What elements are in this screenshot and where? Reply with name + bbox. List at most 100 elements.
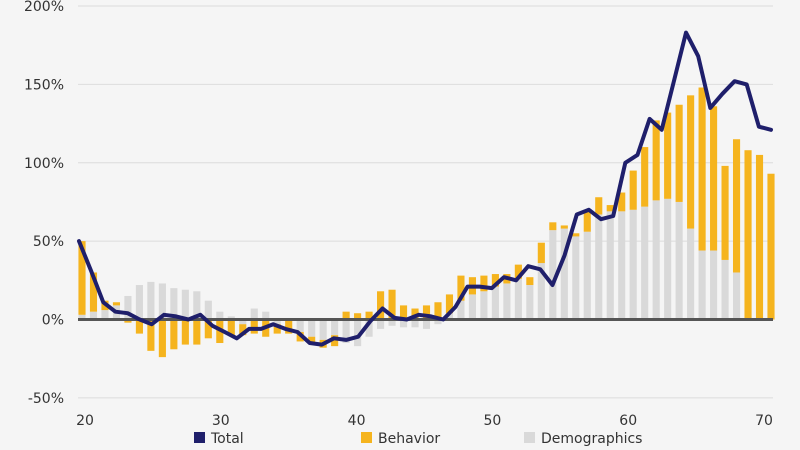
demographics-bar-38: [514, 278, 522, 320]
behavior-bar-52: [675, 104, 683, 202]
behavior-bar-56: [721, 165, 729, 260]
total-line: [77, 30, 773, 347]
demographics-bar-16: [262, 311, 270, 320]
demographics-bar-28: [399, 319, 408, 328]
behavior-bar-30: [422, 305, 431, 320]
behavior-bar-24: [354, 313, 362, 320]
demographics-bar-45: [595, 214, 603, 320]
behavior-bar-29: [411, 308, 419, 320]
behavior-bar-28: [399, 305, 408, 320]
demographics-bar-47: [618, 211, 626, 320]
x-axis-ticks: 20 30 40 50 60 70: [76, 413, 773, 429]
demographics-bar-33: [457, 300, 465, 320]
demographics-bar-12: [216, 311, 224, 320]
demographics-bar-22: [331, 319, 339, 336]
behavior-bar-57: [732, 139, 741, 273]
demographics-bar-7: [158, 283, 166, 320]
behavior-bar-9: [181, 319, 189, 345]
x-tick-label: 40: [348, 413, 366, 429]
demographics-bar-36: [491, 286, 499, 320]
demographics-bar-5: [135, 285, 143, 320]
x-tick-label: 20: [76, 413, 94, 429]
behavior-bar-47: [618, 192, 626, 212]
y-tick-label: -50%: [28, 391, 64, 407]
behavior-bar-51: [664, 112, 672, 199]
demographics-bar-56: [721, 259, 729, 320]
demographics-bar-26: [377, 319, 385, 329]
demographics-bar-19: [296, 319, 304, 333]
y-tick-label: 50%: [33, 234, 64, 250]
behavior-bar-11: [204, 319, 212, 339]
demographics-bar-11: [204, 300, 212, 320]
demographics-bar-35: [480, 291, 488, 320]
demographics-bar-54: [698, 250, 706, 320]
demographics-bar-32: [445, 313, 454, 320]
demographics-bar-20: [308, 319, 316, 337]
behavior-bar-4: [124, 319, 132, 323]
demographics-bar-17: [273, 319, 281, 325]
demographics-bar-48: [629, 209, 637, 320]
behavior-bar-17: [273, 324, 281, 334]
demographics-bar-34: [468, 294, 476, 320]
demographics-bar-24: [354, 319, 362, 347]
behavior-bar-18: [285, 319, 293, 334]
demographics-bar-55: [710, 250, 718, 320]
x-tick-label: 70: [755, 413, 773, 429]
behavior-bar-31: [434, 302, 442, 320]
demographics-bar-14: [239, 319, 247, 325]
behavior-bar-60: [767, 173, 775, 320]
behavior-bar-48: [629, 170, 637, 210]
y-tick-label: 200%: [24, 0, 64, 15]
behavior-bar-42: [560, 225, 568, 229]
demographics-bar-31: [434, 319, 442, 325]
behavior-bar-38: [514, 264, 522, 279]
demographics-bar-39: [526, 285, 534, 320]
behavior-bar-32: [445, 294, 454, 314]
x-tick-label: 30: [212, 413, 230, 429]
x-tick-label: 50: [483, 413, 501, 429]
behavior-bar-3: [112, 302, 121, 306]
demographics-bar-0: [78, 314, 86, 320]
behavior-bar-23: [342, 311, 350, 320]
demographics-bar-53: [687, 228, 695, 320]
behavior-bar-39: [526, 277, 534, 286]
behavior-bar-7: [158, 319, 166, 358]
behavior-bar-6: [147, 319, 155, 351]
legend-swatch-total: [194, 432, 205, 443]
behavior-bar-20: [308, 336, 316, 344]
legend-swatch-demographics: [524, 432, 535, 443]
demographics-bar-43: [572, 236, 580, 320]
behavior-bar-49: [641, 147, 649, 207]
demographics-bar-46: [606, 211, 614, 320]
legend-swatch-behavior: [361, 432, 372, 443]
behavior-bar-15: [250, 319, 258, 334]
demographics-bar-51: [664, 198, 672, 320]
behavior-bar-41: [549, 222, 557, 231]
demographics-bar-15: [250, 308, 258, 320]
demographics-bar-21: [319, 319, 327, 340]
y-tick-label: 100%: [24, 156, 64, 172]
demographics-bar-23: [342, 319, 350, 344]
behavior-bar-1: [89, 272, 98, 312]
behavior-bar-22: [331, 335, 339, 347]
behavior-bar-8: [170, 319, 178, 350]
y-axis-ticks: -50% 0% 50% 100% 150% 200%: [24, 0, 64, 407]
behavior-bar-50: [652, 120, 660, 201]
demographics-bar-49: [641, 206, 649, 320]
legend: Total Behavior Demographics: [194, 431, 642, 447]
behavior-bar-26: [377, 291, 385, 320]
y-tick-label: 0%: [42, 313, 64, 329]
demographics-bar-8: [170, 288, 178, 320]
demographics-bar-13: [227, 316, 235, 320]
behavior-bar-10: [193, 319, 201, 345]
behavior-bar-58: [744, 150, 752, 320]
demographics-bar-40: [537, 263, 545, 320]
behavior-bar-44: [583, 211, 591, 232]
behavior-bar-46: [606, 205, 614, 212]
demographics-bar-41: [549, 230, 557, 320]
behavior-bar-35: [480, 275, 488, 292]
x-tick-label: 60: [619, 413, 637, 429]
behavior-bar-36: [491, 274, 499, 287]
demographics-bar-10: [193, 291, 201, 320]
